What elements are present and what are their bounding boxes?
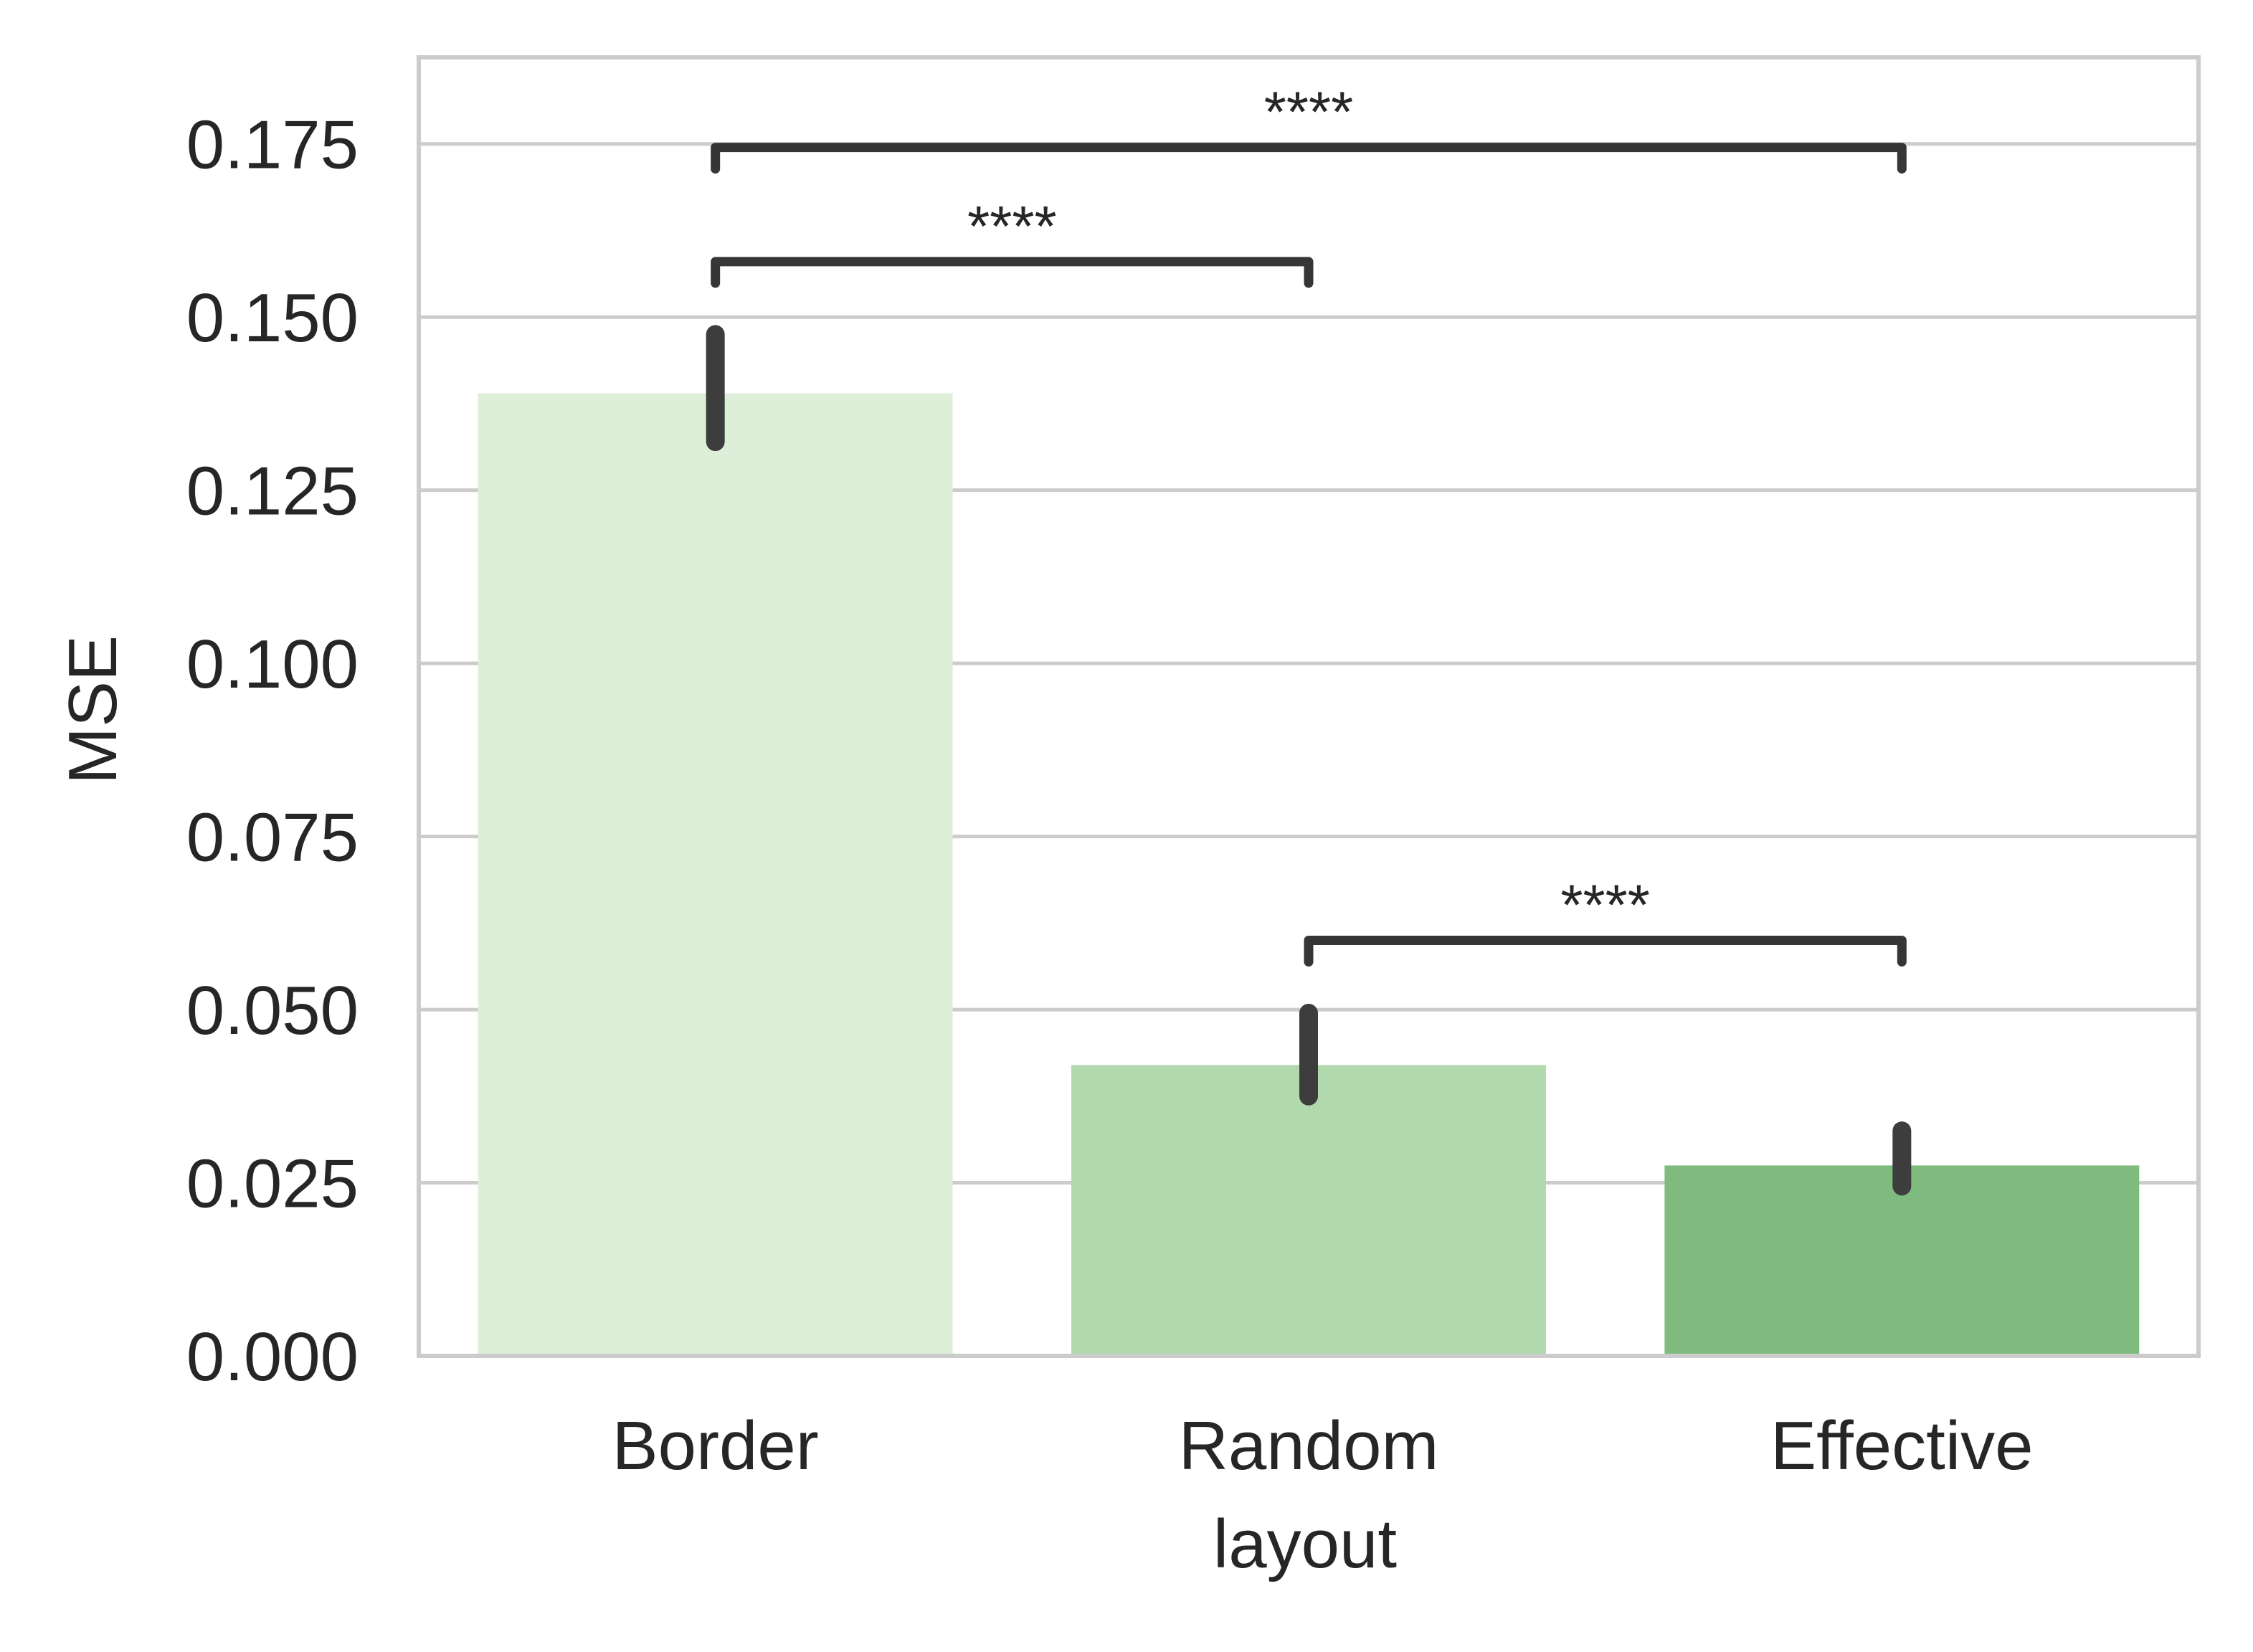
y-tick-label: 0.075	[186, 799, 359, 876]
significance-bracket	[711, 257, 1314, 288]
significance-bracket	[711, 143, 1907, 174]
x-axis-label: layout	[1213, 1506, 1397, 1582]
y-tick-label: 0.000	[186, 1319, 359, 1395]
y-tick-label: 0.025	[186, 1146, 359, 1223]
x-tick-label: Random	[1179, 1407, 1439, 1484]
bar-effective	[1664, 1165, 2140, 1356]
x-tick-label: Border	[612, 1407, 819, 1484]
significance-bracket	[1304, 935, 1907, 967]
y-tick-label: 0.125	[186, 453, 359, 530]
y-axis-label: MSE	[54, 635, 131, 784]
y-tick-label: 0.175	[186, 107, 359, 184]
significance-label: ****	[1560, 873, 1650, 936]
bars	[478, 393, 2140, 1356]
y-tick-label: 0.100	[186, 626, 359, 703]
plot-border	[417, 55, 2201, 1358]
bar-border	[478, 393, 953, 1356]
significance-brackets: **** **** ****	[711, 80, 1907, 967]
plot-frame	[417, 55, 2201, 1358]
x-tick-label: Effective	[1770, 1407, 2033, 1484]
significance-label: ****	[967, 194, 1057, 258]
bar-random	[1071, 1065, 1546, 1356]
y-tick-label: 0.050	[186, 972, 359, 1049]
y-tick-label: 0.150	[186, 280, 359, 356]
x-tick-labels: Border Random Effective	[612, 1407, 2034, 1484]
significance-label: ****	[1264, 80, 1354, 144]
error-bars	[706, 325, 1912, 1196]
y-tick-labels: 0.000 0.025 0.050 0.075 0.100 0.125 0.150 0.175	[186, 107, 359, 1395]
